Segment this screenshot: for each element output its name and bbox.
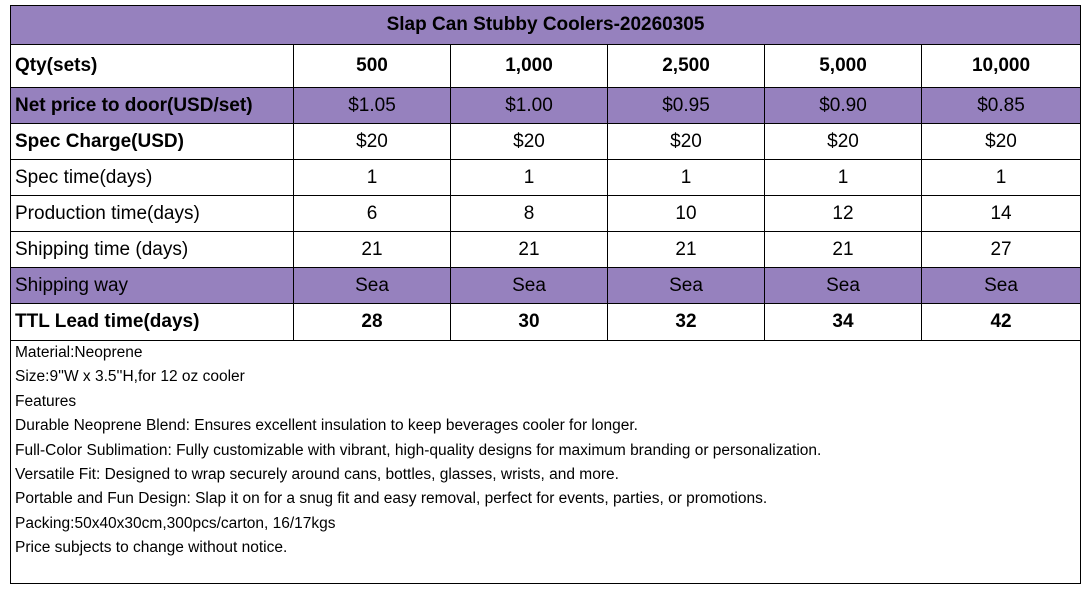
spec-charge-value: $20 <box>920 123 1082 160</box>
notes-section: Material:Neoprene Size:9''W x 3.5''H,for… <box>9 340 1082 584</box>
spec-time-value: 1 <box>293 159 451 196</box>
shipping-way-value: Sea <box>920 267 1082 304</box>
note-size: Size:9''W x 3.5''H,for 12 oz cooler <box>15 368 245 386</box>
ttl-lead-time-value: 42 <box>920 303 1082 341</box>
qty-value: 10,000 <box>920 44 1082 88</box>
row-production-time: Production time(days) 6 8 10 12 14 <box>10 195 1082 232</box>
spec-charge-value: $20 <box>607 123 765 160</box>
qty-label: Qty(sets) <box>10 44 294 88</box>
net-price-value: $0.95 <box>607 87 765 124</box>
spec-time-label: Spec time(days) <box>10 159 294 196</box>
shipping-way-value: Sea <box>607 267 765 304</box>
shipping-way-value: Sea <box>764 267 922 304</box>
qty-value: 1,000 <box>450 44 608 88</box>
ttl-lead-time-value: 28 <box>293 303 451 341</box>
production-time-label: Production time(days) <box>10 195 294 232</box>
net-price-value: $1.00 <box>450 87 608 124</box>
qty-value: 500 <box>293 44 451 88</box>
note-features-header: Features <box>15 392 77 410</box>
ttl-lead-time-value: 30 <box>450 303 608 341</box>
page-title: Slap Can Stubby Coolers-20260305 <box>9 5 1082 45</box>
spec-charge-value: $20 <box>764 123 922 160</box>
spec-charge-label: Spec Charge(USD) <box>10 123 294 160</box>
shipping-time-label: Shipping time (days) <box>10 231 294 268</box>
row-net-price: Net price to door(USD/set) $1.05 $1.00 $… <box>10 87 1082 124</box>
note-feature-design: Portable and Fun Design: Slap it on for … <box>15 490 768 508</box>
ttl-lead-time-value: 32 <box>607 303 765 341</box>
note-material: Material:Neoprene <box>15 344 143 361</box>
qty-value: 2,500 <box>607 44 765 88</box>
shipping-time-value: 21 <box>764 231 922 268</box>
row-spec-charge: Spec Charge(USD) $20 $20 $20 $20 $20 <box>10 123 1082 160</box>
ttl-lead-time-label: TTL Lead time(days) <box>10 303 294 341</box>
quote-sheet: Slap Can Stubby Coolers-20260305 Qty(set… <box>9 5 1082 584</box>
shipping-time-value: 21 <box>293 231 451 268</box>
net-price-value: $0.90 <box>764 87 922 124</box>
note-feature-fit: Versatile Fit: Designed to wrap securely… <box>15 466 619 484</box>
net-price-value: $1.05 <box>293 87 451 124</box>
note-feature-sublimation: Full-Color Sublimation: Fully customizab… <box>15 441 822 459</box>
notes-row: Material:Neoprene Size:9''W x 3.5''H,for… <box>9 340 1082 584</box>
shipping-way-value: Sea <box>450 267 608 304</box>
price-table: Slap Can Stubby Coolers-20260305 Qty(set… <box>9 5 1082 584</box>
production-time-value: 12 <box>764 195 922 232</box>
spec-charge-value: $20 <box>293 123 451 160</box>
shipping-time-value: 27 <box>920 231 1082 268</box>
ttl-lead-time-value: 34 <box>764 303 922 341</box>
row-ttl-lead-time: TTL Lead time(days) 28 30 32 34 42 <box>10 303 1082 341</box>
title-row: Slap Can Stubby Coolers-20260305 <box>9 5 1082 45</box>
spec-time-value: 1 <box>920 159 1082 196</box>
production-time-value: 10 <box>607 195 765 232</box>
spec-time-value: 1 <box>764 159 922 196</box>
net-price-label: Net price to door(USD/set) <box>10 87 294 124</box>
shipping-time-value: 21 <box>450 231 608 268</box>
spec-time-value: 1 <box>450 159 608 196</box>
row-shipping-time: Shipping time (days) 21 21 21 21 27 <box>10 231 1082 268</box>
row-qty: Qty(sets) 500 1,000 2,500 5,000 10,000 <box>10 44 1082 88</box>
note-packing: Packing:50x40x30cm,300pcs/carton, 16/17k… <box>15 514 336 532</box>
note-feature-blend: Durable Neoprene Blend: Ensures excellen… <box>15 417 638 435</box>
shipping-time-value: 21 <box>607 231 765 268</box>
production-time-value: 8 <box>450 195 608 232</box>
row-spec-time: Spec time(days) 1 1 1 1 1 <box>10 159 1082 196</box>
shipping-way-value: Sea <box>293 267 451 304</box>
production-time-value: 6 <box>293 195 451 232</box>
qty-value: 5,000 <box>764 44 922 88</box>
spec-charge-value: $20 <box>450 123 608 160</box>
production-time-value: 14 <box>920 195 1082 232</box>
note-price-disclaimer: Price subjects to change without notice. <box>15 539 288 557</box>
spec-time-value: 1 <box>607 159 765 196</box>
net-price-value: $0.85 <box>920 87 1082 124</box>
shipping-way-label: Shipping way <box>10 267 294 304</box>
row-shipping-way: Shipping way Sea Sea Sea Sea Sea <box>10 267 1082 304</box>
